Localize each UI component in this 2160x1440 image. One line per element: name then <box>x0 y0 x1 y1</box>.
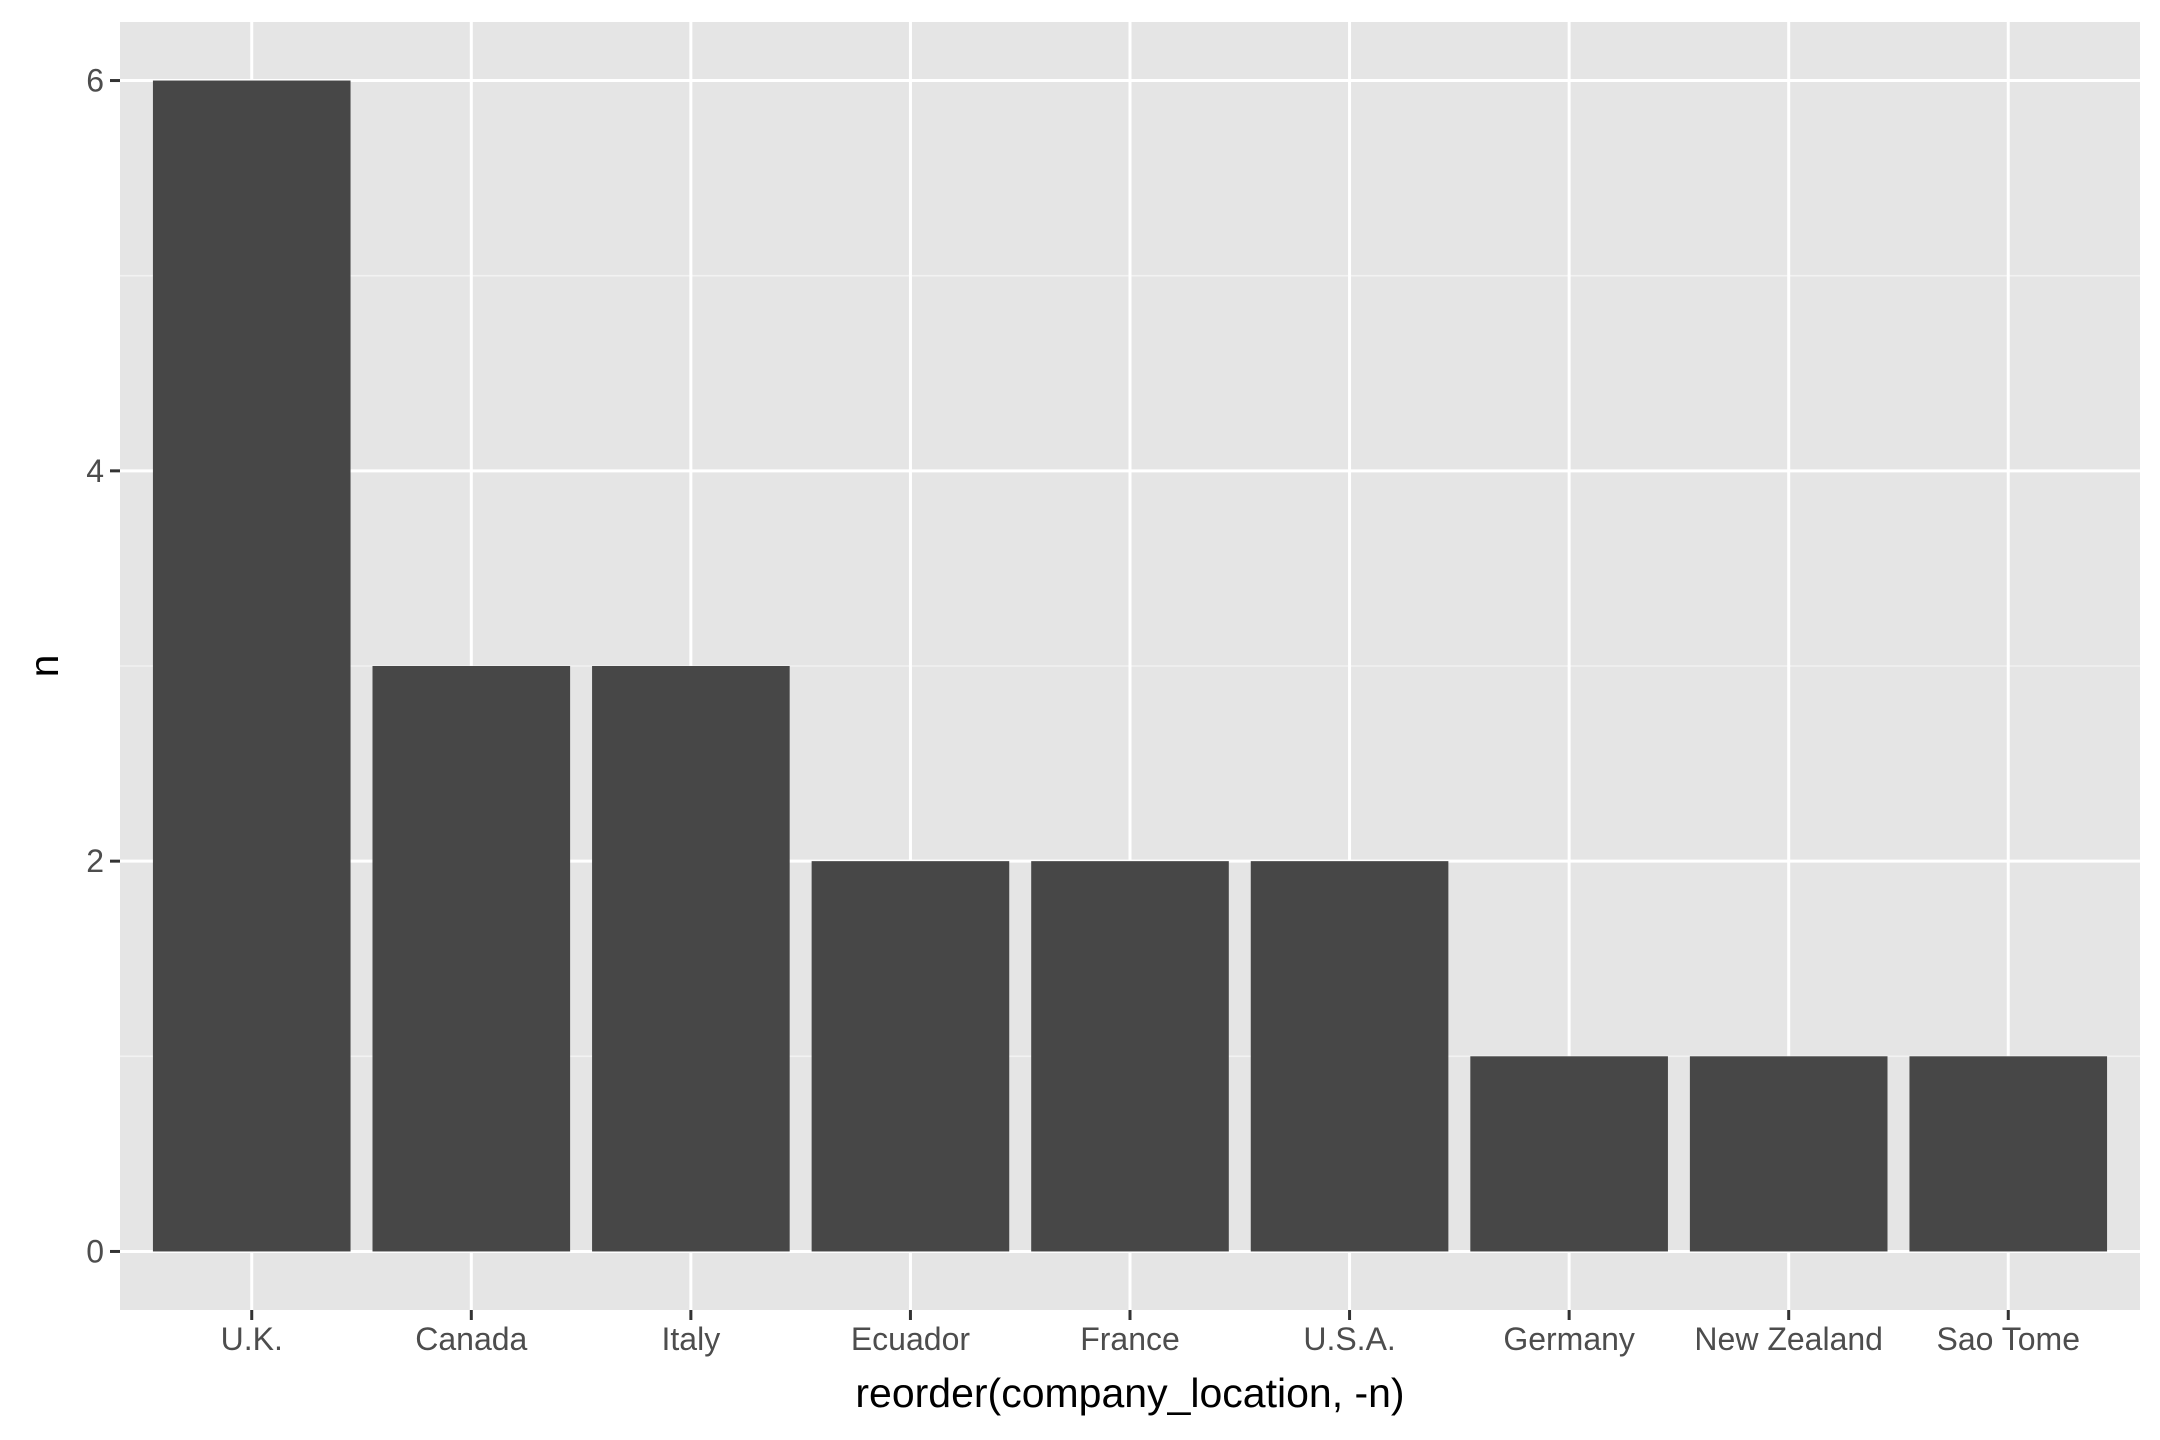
x-tick-label: Sao Tome <box>1937 1321 2081 1357</box>
bar <box>1470 1056 1668 1252</box>
bar <box>152 80 351 1252</box>
y-tick-label: 4 <box>86 453 104 489</box>
y-axis-title: n <box>21 655 67 678</box>
x-tick-label: Canada <box>415 1321 527 1357</box>
x-tick-label: U.S.A. <box>1303 1321 1395 1357</box>
bar <box>1909 1056 2108 1252</box>
x-axis: U.K. Canada Italy Ecuador France U.S.A. German… <box>221 1310 2080 1357</box>
y-axis: 0 2 4 6 <box>86 63 120 1269</box>
y-tick-label: 6 <box>86 63 104 99</box>
bar <box>372 666 571 1252</box>
x-tick-label: New Zealand <box>1694 1321 1883 1357</box>
y-tick-label: 2 <box>86 843 104 879</box>
x-tick-label: France <box>1080 1321 1180 1357</box>
x-tick-label: Italy <box>662 1321 721 1357</box>
bar <box>592 666 790 1252</box>
y-tick-label: 0 <box>86 1233 104 1269</box>
x-tick-label: U.K. <box>221 1321 283 1357</box>
x-axis-title: reorder(company_location, -n) <box>855 1370 1404 1416</box>
bars <box>152 80 2108 1252</box>
bar <box>1031 861 1229 1252</box>
bar <box>811 861 1010 1252</box>
bar <box>1250 861 1449 1252</box>
x-tick-label: Ecuador <box>851 1321 971 1357</box>
bar <box>1689 1056 1888 1252</box>
x-tick-label: Germany <box>1503 1321 1635 1357</box>
